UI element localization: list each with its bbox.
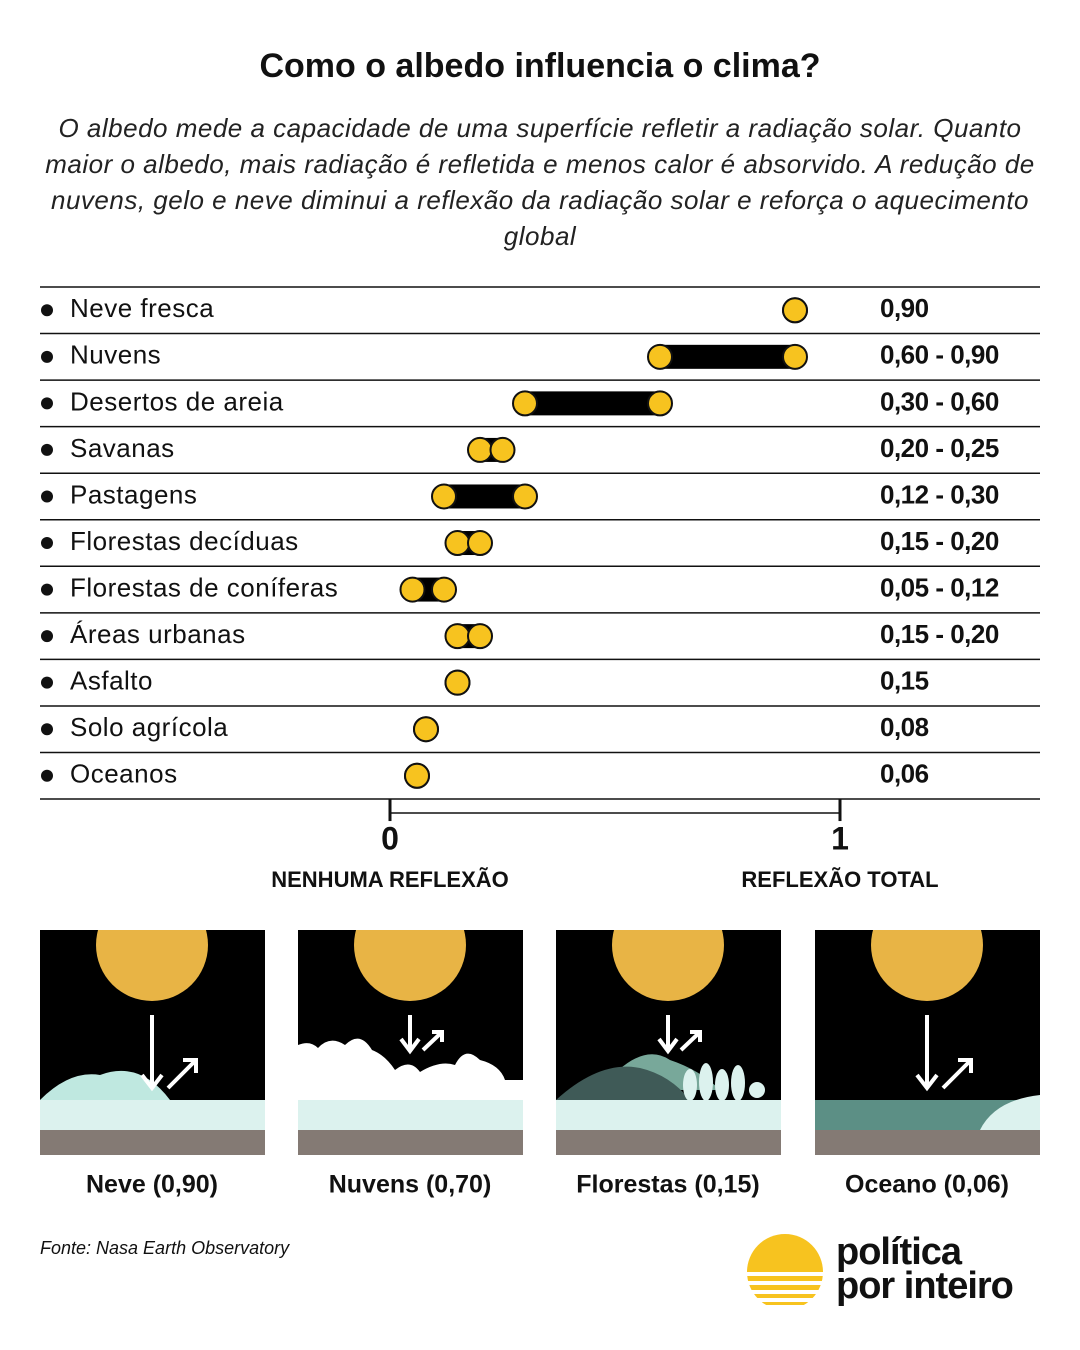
logo-text: política bbox=[836, 1231, 963, 1273]
category-label: Pastagens bbox=[70, 479, 197, 509]
value-label: 0,06 bbox=[880, 759, 929, 789]
x-tick-label: 1 bbox=[831, 821, 849, 857]
bullet bbox=[41, 443, 53, 456]
subtitle-box: O albedo mede a capacidade de uma superf… bbox=[45, 113, 1035, 251]
bullet bbox=[41, 630, 53, 643]
value-label: 0,30 - 0,60 bbox=[880, 386, 999, 416]
category-label: Oceanos bbox=[70, 759, 178, 789]
panel-clouds bbox=[298, 930, 523, 1155]
category-label: Nuvens bbox=[70, 340, 161, 370]
title: Como o albedo influencia o clima? bbox=[259, 47, 820, 85]
category-label: Solo agrícola bbox=[70, 712, 228, 742]
bullet bbox=[41, 676, 53, 689]
panel-label: Florestas (0,15) bbox=[576, 1171, 759, 1199]
category-label: Florestas decíduas bbox=[70, 526, 299, 556]
low-dot bbox=[431, 483, 457, 510]
panel-forest bbox=[556, 930, 781, 1155]
x-tick-label: 0 bbox=[381, 821, 399, 857]
subtitle: O albedo mede a capacidade de uma superf… bbox=[45, 113, 1035, 251]
bullet bbox=[41, 350, 53, 363]
high-dot bbox=[782, 297, 808, 324]
value-label: 0,15 - 0,20 bbox=[880, 619, 999, 649]
range-chart: Neve fresca 0,90 Nuvens 0,60 - 0,90 Desertos… bbox=[40, 286, 1040, 892]
high-dot bbox=[647, 390, 673, 417]
value-label: 0,15 - 0,20 bbox=[880, 526, 999, 556]
high-dot bbox=[782, 343, 808, 370]
value-label: 0,12 - 0,30 bbox=[880, 479, 999, 509]
panel-label: Nuvens (0,70) bbox=[329, 1171, 492, 1199]
high-dot bbox=[512, 483, 538, 510]
value-label: 0,20 - 0,25 bbox=[880, 433, 999, 463]
range-bar bbox=[525, 391, 660, 416]
high-dot bbox=[431, 576, 457, 603]
panel-ocean bbox=[815, 930, 1040, 1155]
low-dot bbox=[647, 343, 673, 370]
value-label: 0,08 bbox=[880, 712, 929, 742]
x-annotation: NENHUMA REFLEXÃO bbox=[271, 867, 509, 892]
range-bar bbox=[444, 484, 525, 509]
low-dot bbox=[399, 576, 426, 603]
value-label: 0,05 - 0,12 bbox=[880, 572, 999, 602]
low-dot bbox=[467, 436, 493, 463]
value-label: 0,15 bbox=[880, 666, 929, 696]
source: Fonte: Nasa Earth Observatory bbox=[40, 1238, 290, 1258]
panel-snow bbox=[40, 930, 265, 1155]
bullet bbox=[41, 769, 53, 782]
x-annotation: REFLEXÃO TOTAL bbox=[741, 867, 938, 892]
value-label: 0,90 bbox=[880, 293, 929, 323]
category-label: Asfalto bbox=[70, 666, 153, 696]
high-dot bbox=[489, 436, 516, 463]
high-dot bbox=[467, 623, 493, 650]
panel-label: Neve (0,90) bbox=[86, 1171, 218, 1199]
logo-text: por inteiro bbox=[836, 1265, 1013, 1307]
high-dot bbox=[444, 669, 471, 696]
logo: política por inteiro bbox=[747, 1231, 1014, 1307]
low-dot bbox=[512, 390, 538, 417]
bullet bbox=[41, 537, 53, 550]
category-label: Desertos de areia bbox=[70, 386, 284, 416]
bullet bbox=[41, 304, 53, 317]
category-label: Savanas bbox=[70, 433, 175, 463]
high-dot bbox=[467, 530, 493, 557]
panel-label: Oceano (0,06) bbox=[845, 1171, 1009, 1199]
panels: Neve (0,90) Nuvens (0,70) Florestas (0,1… bbox=[40, 930, 1040, 1199]
bullet bbox=[41, 723, 53, 736]
low-dot bbox=[444, 623, 471, 650]
value-label: 0,60 - 0,90 bbox=[880, 340, 999, 370]
bullet bbox=[41, 583, 53, 596]
category-label: Áreas urbanas bbox=[70, 619, 246, 649]
category-label: Florestas de coníferas bbox=[70, 572, 338, 602]
category-label: Neve fresca bbox=[70, 293, 214, 323]
range-bar bbox=[660, 344, 795, 369]
high-dot bbox=[413, 716, 439, 743]
bullet bbox=[41, 397, 53, 410]
high-dot bbox=[404, 762, 430, 789]
low-dot bbox=[444, 530, 471, 557]
bullet bbox=[41, 490, 53, 503]
